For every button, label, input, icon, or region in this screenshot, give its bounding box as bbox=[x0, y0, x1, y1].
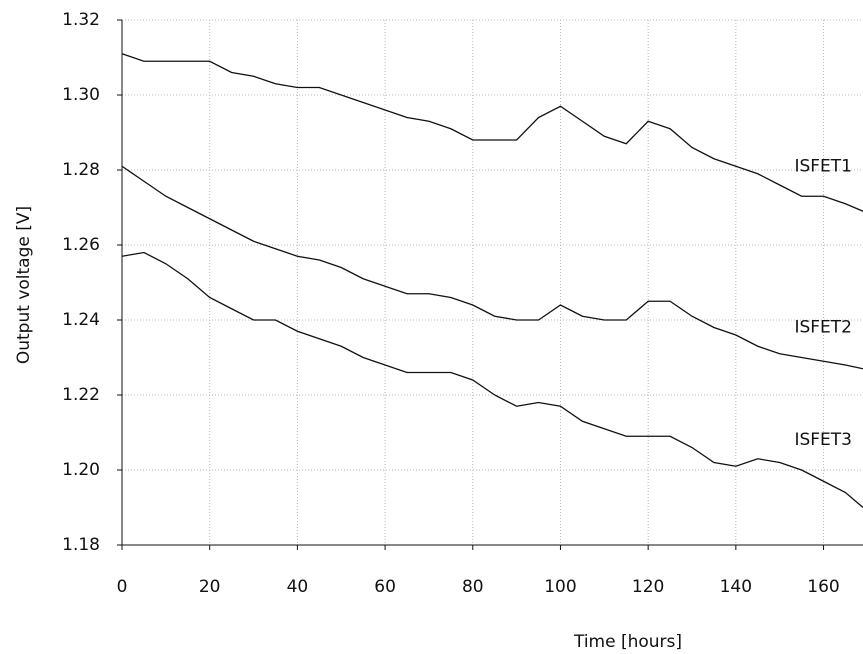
x-tick-label: 60 bbox=[374, 577, 396, 597]
y-tick-label: 1.18 bbox=[62, 535, 100, 555]
y-tick-label: 1.28 bbox=[62, 160, 100, 180]
y-tick-label: 1.30 bbox=[62, 85, 100, 105]
series-label: ISFET2 bbox=[794, 318, 852, 338]
series-line bbox=[121, 165, 863, 370]
y-tick-label: 1.32 bbox=[62, 10, 100, 30]
x-tick-label: 20 bbox=[199, 577, 221, 597]
y-tick-label: 1.24 bbox=[62, 310, 100, 330]
series-line bbox=[121, 251, 863, 508]
x-tick-label: 80 bbox=[462, 577, 484, 597]
x-tick-label: 100 bbox=[544, 577, 576, 597]
x-tick-label: 40 bbox=[287, 577, 309, 597]
x-tick-label: 0 bbox=[117, 577, 128, 597]
series-label: ISFET1 bbox=[794, 156, 852, 176]
y-tick-label: 1.26 bbox=[62, 235, 100, 255]
x-tick-label: 160 bbox=[807, 577, 839, 597]
x-axis-label: Time [hours] bbox=[573, 632, 682, 652]
x-tick-label: 140 bbox=[720, 577, 752, 597]
y-axis-label: Output voltage [V] bbox=[14, 206, 34, 364]
y-tick-label: 1.20 bbox=[62, 460, 100, 480]
x-tick-label: 120 bbox=[632, 577, 664, 597]
series-line bbox=[121, 53, 863, 212]
y-tick-label: 1.22 bbox=[62, 385, 100, 405]
series-label: ISFET3 bbox=[794, 430, 852, 450]
